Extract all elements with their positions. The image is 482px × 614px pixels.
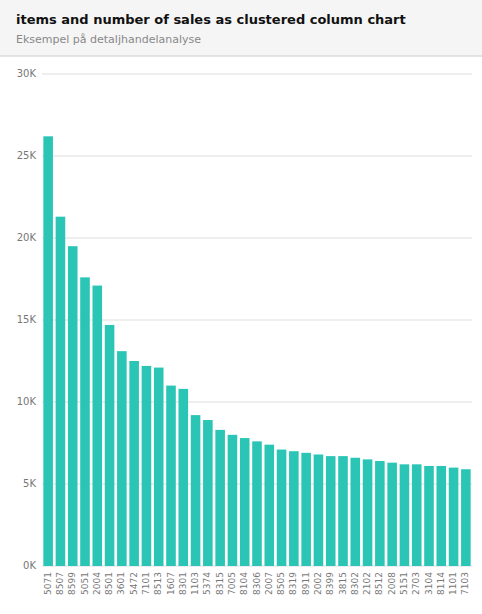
bar (375, 461, 385, 566)
bar (178, 389, 188, 566)
y-tick-label: 5K (23, 478, 36, 489)
bar (289, 451, 299, 566)
x-tick-label: 8399 (325, 572, 335, 595)
x-tick-label: 5472 (129, 572, 139, 595)
bar (314, 454, 324, 566)
bar (412, 464, 422, 566)
y-axis: 0K 5K 10K 15K 20K 25K 30K (17, 68, 37, 571)
bar (154, 368, 164, 566)
bar (191, 415, 201, 566)
x-tick-label: 8911 (301, 572, 311, 595)
x-tick-label: 8319 (288, 572, 298, 595)
bar (350, 458, 360, 566)
bar (387, 463, 397, 566)
x-tick-label: 2002 (313, 572, 323, 595)
x-tick-label: 1101 (448, 572, 458, 595)
x-tick-label: 3601 (116, 572, 126, 595)
bar (338, 456, 348, 566)
bar (449, 468, 459, 566)
grid (42, 74, 472, 566)
x-tick-label: 8301 (178, 572, 188, 595)
x-tick-label: 1607 (166, 572, 176, 595)
bar (326, 456, 336, 566)
x-tick-label: 7103 (460, 572, 470, 595)
x-tick-label: 8302 (350, 572, 360, 595)
y-tick-label: 0K (23, 560, 36, 571)
header-rule (0, 56, 482, 57)
bar (80, 277, 90, 566)
bar (400, 464, 410, 566)
bar (68, 246, 78, 566)
title: items and number of sales as clustered c… (16, 12, 406, 27)
x-tick-label: 5151 (399, 572, 409, 595)
y-tick-label: 30K (17, 68, 37, 79)
y-tick-label: 25K (17, 150, 37, 161)
x-tick-label: 8599 (67, 572, 77, 595)
x-tick-label: 5374 (202, 572, 212, 595)
bars (43, 136, 470, 566)
grid-line (42, 238, 472, 239)
x-tick-label: 8104 (239, 572, 249, 595)
x-tick-label: 8114 (436, 572, 446, 595)
x-tick-label: 7101 (141, 572, 151, 595)
x-tick-label: 7005 (227, 572, 237, 595)
bar (363, 459, 373, 566)
x-tick-label: 2703 (411, 572, 421, 595)
bar (240, 438, 250, 566)
x-tick-label: 5071 (43, 572, 53, 595)
grid-line (42, 156, 472, 157)
grid-line (42, 320, 472, 321)
subtitle: Eksempel på detaljhandelanalyse (16, 33, 201, 46)
bar (436, 466, 446, 566)
x-tick-label: 8501 (104, 572, 114, 595)
bar (117, 351, 127, 566)
x-tick-label: 8512 (374, 572, 384, 595)
y-tick-label: 15K (17, 314, 37, 325)
bar (461, 469, 471, 566)
bar (252, 441, 262, 566)
bar (424, 466, 434, 566)
bar (166, 386, 176, 566)
x-tick-label: 8507 (55, 572, 65, 595)
chart-svg: items and number of sales as clustered c… (0, 0, 482, 614)
x-axis: 5071850785995051200485013601547271018513… (43, 572, 471, 595)
x-tick-label: 5051 (80, 572, 90, 595)
x-tick-label: 3104 (424, 572, 434, 595)
x-tick-label: 2102 (362, 572, 372, 595)
x-tick-label: 2007 (264, 572, 274, 595)
x-tick-label: 2008 (387, 572, 397, 595)
bar (129, 361, 139, 566)
bar (215, 430, 225, 566)
bar (43, 136, 53, 566)
bar (92, 286, 102, 566)
header-background (0, 0, 482, 56)
bar (228, 435, 238, 566)
chart-container: items and number of sales as clustered c… (0, 0, 482, 614)
grid-line (42, 74, 472, 75)
bar (277, 450, 287, 566)
bar (203, 420, 213, 566)
y-tick-label: 20K (17, 232, 37, 243)
bar (142, 366, 152, 566)
bar (105, 325, 115, 566)
x-tick-label: 3815 (338, 572, 348, 595)
x-tick-label: 1103 (190, 572, 200, 595)
bar (301, 453, 311, 566)
x-tick-label: 8513 (153, 572, 163, 595)
bar (264, 445, 274, 566)
x-tick-label: 8315 (215, 572, 225, 595)
y-tick-label: 10K (17, 396, 37, 407)
x-tick-label: 2004 (92, 572, 102, 595)
x-tick-label: 8306 (252, 572, 262, 595)
x-tick-label: 8505 (276, 572, 286, 595)
bar (56, 217, 66, 566)
